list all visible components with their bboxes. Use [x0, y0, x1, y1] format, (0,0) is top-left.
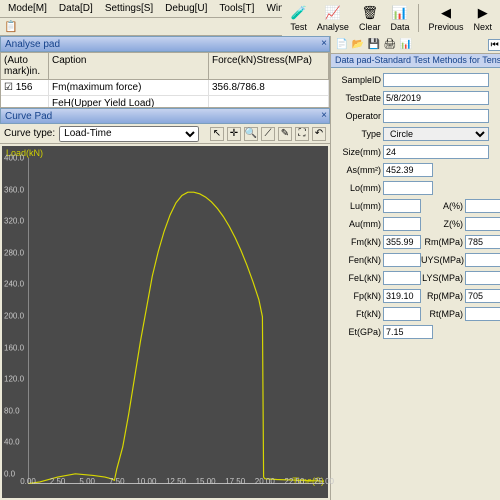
clear-button[interactable]: 🗑Clear [355, 4, 385, 33]
previous-icon: ◀ [438, 5, 454, 21]
clear-icon: 🗑 [362, 5, 378, 21]
previous-button[interactable]: ◀Previous [424, 4, 467, 33]
fm-field[interactable] [383, 235, 421, 249]
fen-field[interactable] [383, 253, 421, 267]
load-time-chart: Load(kN) Time(S) 0.040.080.0120.0160.020… [2, 146, 328, 498]
cross-icon[interactable]: ✛ [227, 127, 241, 141]
analyse-icon: 📈 [325, 5, 341, 21]
col-force: Force(kN)Stress(MPa) [209, 53, 329, 79]
rm-field[interactable] [465, 235, 500, 249]
datapad-title: Data pad-Standard Test Methods for Tensi… [331, 54, 500, 68]
menu-mode[interactable]: Mode[M] [2, 1, 53, 16]
app-icon: 📋 [4, 20, 18, 34]
lu-field[interactable] [383, 199, 421, 213]
print-icon[interactable]: 🖨 [383, 38, 397, 52]
menu-tools[interactable]: Tools[T] [213, 1, 260, 16]
fel-field[interactable] [383, 271, 421, 285]
next-icon: ▶ [475, 5, 491, 21]
test-icon: 🧪 [291, 5, 307, 21]
data-button[interactable]: 📊Data [386, 4, 413, 33]
col-automark: (Auto mark)in. [1, 53, 49, 79]
rt-field[interactable] [465, 307, 500, 321]
analyse-pad-title: Analyse pad× [0, 36, 330, 52]
save-icon[interactable]: 💾 [367, 38, 381, 52]
type-select[interactable]: Circle [383, 127, 489, 141]
table-row[interactable]: ☑ 156 Fm(maximum force) 356.8/786.8 [1, 80, 329, 96]
a-field[interactable] [465, 199, 500, 213]
chart-icon[interactable]: 📊 [399, 38, 413, 52]
uys-field[interactable] [465, 253, 500, 267]
as-field[interactable] [383, 163, 433, 177]
rp-field[interactable] [465, 289, 500, 303]
et-field[interactable] [383, 325, 433, 339]
nav-first-icon[interactable]: ⏮ [488, 39, 500, 51]
lo-field[interactable] [383, 181, 433, 195]
zoom-icon[interactable]: 🔍 [244, 127, 258, 141]
lys-field[interactable] [465, 271, 500, 285]
pointer-icon[interactable]: ↖ [210, 127, 224, 141]
curve-pad-title: Curve Pad× [0, 108, 330, 124]
ft-field[interactable] [383, 307, 421, 321]
main-toolbar: 🧪Test 📈Analyse 🗑Clear 📊Data ◀Previous ▶N… [282, 0, 500, 36]
analyse-button[interactable]: 📈Analyse [313, 4, 353, 33]
datapad-toolbar: 📄 📂 💾 🖨 📊 ⏮ ◀ ▶ ⏭ [331, 36, 500, 54]
table-row[interactable]: FeH(Upper Yield Load) [1, 96, 329, 108]
new-icon[interactable]: 📄 [335, 38, 349, 52]
pencil-icon[interactable]: ✎ [278, 127, 292, 141]
au-field[interactable] [383, 217, 421, 231]
data-form: SampleID TestDate Operator TypeCircle Si… [331, 68, 500, 346]
test-button[interactable]: 🧪Test [286, 4, 311, 33]
open-icon[interactable]: 📂 [351, 38, 365, 52]
col-caption: Caption [49, 53, 209, 79]
undo-icon[interactable]: ↶ [312, 127, 326, 141]
menu-debug[interactable]: Debug[U] [159, 1, 213, 16]
curve-type-label: Curve type: [4, 128, 55, 139]
close-icon[interactable]: × [321, 38, 327, 49]
expand-icon[interactable]: ⛶ [295, 127, 309, 141]
curve-type-select[interactable]: Load-Time [59, 126, 199, 142]
sampleid-field[interactable] [383, 73, 489, 87]
data-icon: 📊 [392, 5, 408, 21]
size-field[interactable] [383, 145, 489, 159]
z-field[interactable] [465, 217, 500, 231]
testdate-field[interactable] [383, 91, 489, 105]
close-icon[interactable]: × [321, 110, 327, 121]
operator-field[interactable] [383, 109, 489, 123]
fp-field[interactable] [383, 289, 421, 303]
next-button[interactable]: ▶Next [469, 4, 496, 33]
analyse-pad: (Auto mark)in. Caption Force(kN)Stress(M… [0, 52, 330, 108]
menu-data[interactable]: Data[D] [53, 1, 99, 16]
caliper-icon[interactable]: ⟋ [261, 127, 275, 141]
menu-settings[interactable]: Settings[S] [99, 1, 159, 16]
